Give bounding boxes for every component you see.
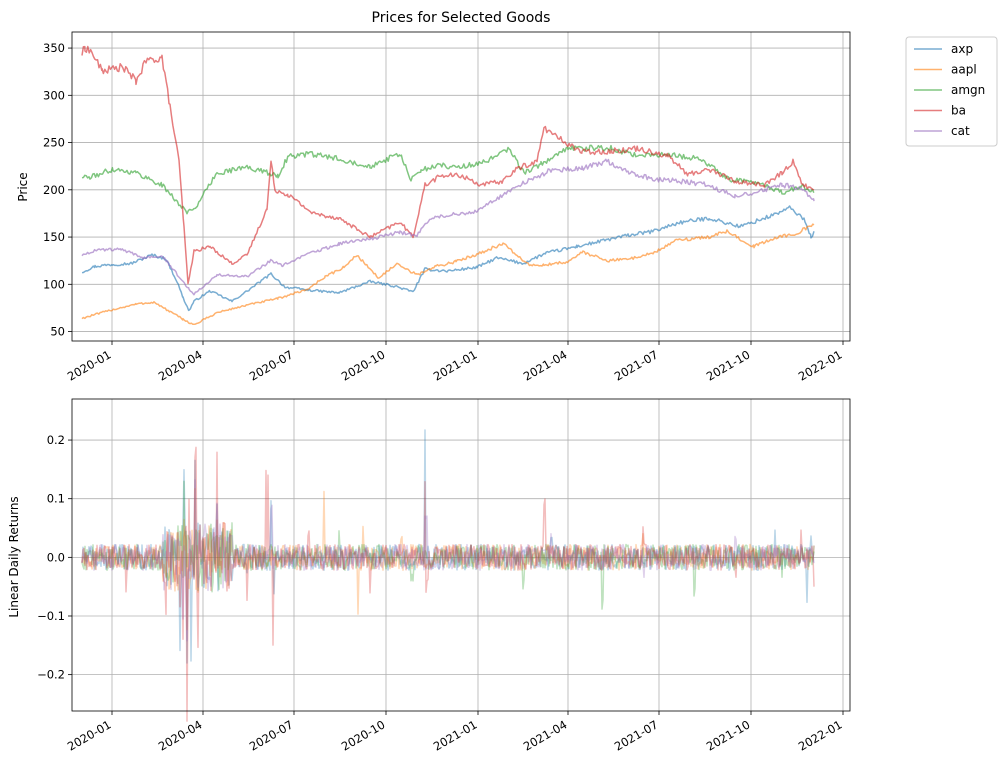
top-xtick-label: 2021-01 <box>431 347 480 383</box>
top-ytick-label: 150 <box>43 230 65 244</box>
legend-label-cat: cat <box>951 124 970 138</box>
bot-ytick-label: 0.1 <box>47 492 65 506</box>
legend-label-ba: ba <box>951 104 966 118</box>
top-series-ba <box>81 45 815 285</box>
bot-ytick-label: −0.2 <box>37 668 65 682</box>
top-ytick-label: 50 <box>50 325 65 339</box>
bot-series-axp <box>81 429 815 664</box>
top-xtick-label: 2021-04 <box>521 347 570 383</box>
top-ytick-label: 200 <box>43 183 65 197</box>
bot-xtick-label: 2022-01 <box>796 717 845 753</box>
top-xtick-label: 2021-10 <box>704 347 753 383</box>
top-chart-title: Prices for Selected Goods <box>372 10 551 26</box>
top-xtick-label: 2020-10 <box>339 347 388 383</box>
bottom-chart-grid <box>72 399 850 711</box>
top-xtick-label: 2020-07 <box>247 347 296 383</box>
top-chart-axes: 2020-01 2020-04 2020-07 2020-10 2021-01 2021-… <box>43 31 851 384</box>
bot-xtick-label: 2021-07 <box>612 717 661 753</box>
bot-xtick-label: 2021-10 <box>704 717 753 753</box>
bot-series-amgn <box>81 480 815 610</box>
top-series-amgn <box>81 144 815 215</box>
top-chart-ylabel: Price <box>16 172 30 201</box>
legend-frame <box>905 36 998 147</box>
bot-ytick-label: 0.0 <box>47 550 65 564</box>
top-xtick-label: 2022-01 <box>796 347 845 383</box>
legend-label-aapl: aapl <box>951 63 977 77</box>
bot-xtick-label: 2020-04 <box>156 717 205 753</box>
top-ytick-label: 100 <box>43 277 65 291</box>
top-xtick-label: 2021-07 <box>612 347 661 383</box>
legend-label-amgn: amgn <box>951 83 985 97</box>
bot-series-aapl <box>81 487 815 631</box>
top-ytick-label: 350 <box>43 41 65 55</box>
top-chart-grid <box>72 32 850 341</box>
bot-xtick-label: 2020-01 <box>65 717 114 753</box>
bottom-chart-lines <box>81 429 815 722</box>
bot-xtick-label: 2020-10 <box>339 717 388 753</box>
top-series-axp <box>81 205 815 312</box>
bot-series-ba <box>81 446 815 722</box>
bottom-chart-ylabel: Linear Daily Returns <box>7 496 21 617</box>
bot-xtick-label: 2020-07 <box>247 717 296 753</box>
bot-ytick-label: −0.1 <box>37 609 65 623</box>
top-xtick-label: 2020-04 <box>156 347 205 383</box>
top-series-cat <box>81 158 815 296</box>
bot-xtick-label: 2021-04 <box>521 717 570 753</box>
bot-axes-frame <box>71 398 851 712</box>
bot-ytick-label: 0.2 <box>47 433 65 447</box>
top-chart-lines <box>81 45 815 326</box>
bot-xtick-label: 2021-01 <box>431 717 480 753</box>
bottom-chart-axes: 2020-01 2020-04 2020-07 2020-10 2021-01 2021-… <box>37 398 851 754</box>
top-ytick-label: 250 <box>43 136 65 150</box>
top-xtick-label: 2020-01 <box>65 347 114 383</box>
bot-series-cat <box>81 479 815 642</box>
top-axes-frame <box>71 31 851 342</box>
top-series-aapl <box>81 223 815 326</box>
legend-label-axp: axp <box>951 42 973 56</box>
legend: axp aapl amgn ba cat <box>905 36 998 147</box>
top-ytick-label: 300 <box>43 88 65 102</box>
